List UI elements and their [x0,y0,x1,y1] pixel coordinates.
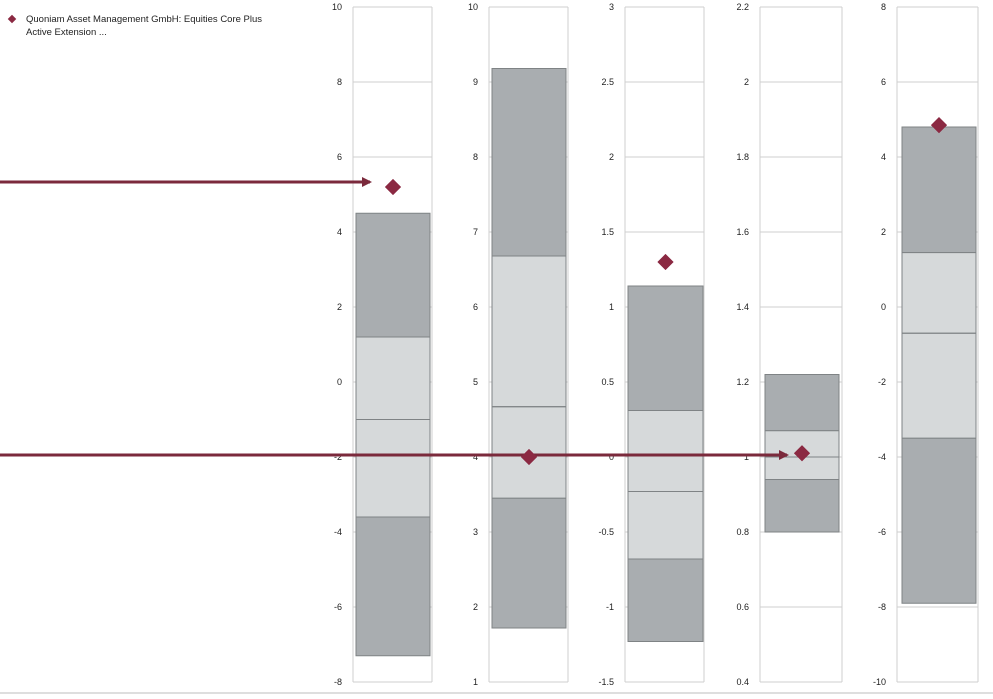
tick-label: 10 [332,2,342,12]
tick-label: 1.4 [736,302,749,312]
upper-quartile-band [355,212,431,338]
tick-label: 0.8 [736,527,749,537]
tick-label: 9 [473,77,478,87]
fund-marker-overlay [385,179,401,195]
tick-label: 0.5 [601,377,614,387]
tick-label: 1.8 [736,152,749,162]
tick-label: 0.6 [736,602,749,612]
fund-marker-overlay [657,254,674,270]
tick-label: 1 [609,302,614,312]
tick-label: 5 [473,377,478,387]
tick-label: 10 [468,2,478,12]
lower-quartile-band [627,558,704,642]
legend: Quoniam Asset Management GmbH: Equities … [7,13,308,39]
upper-quartile-band [627,285,704,411]
lower-quartile-band [901,437,977,604]
tick-label: -6 [334,602,342,612]
panel-4: 0.4 0.6 0.8 1 1.2 1.4 1.6 1.8 2 2.2 [736,2,843,687]
tick-label: 8 [881,2,886,12]
upper-mid-band [901,252,977,334]
lower-mid-band [901,332,977,439]
tick-label: 2 [744,77,749,87]
tick-label: 0 [881,302,886,312]
tick-label: -1 [606,602,614,612]
tick-label: -2 [878,377,886,387]
tick-label: 2 [473,602,478,612]
panel-2: 1 2 3 4 5 6 7 8 9 10 [468,2,569,687]
lower-mid-band [355,419,431,518]
panel-5: -10 -8 -6 -4 -2 0 2 4 6 8 [873,2,979,687]
fund-marker-overlay [521,449,537,465]
fund-marker-overlay [794,445,810,462]
legend-label: Quoniam Asset Management GmbH: Equities … [26,14,263,38]
upper-mid-band [491,255,567,408]
tick-label: 3 [609,2,614,12]
tick-label: -2 [334,452,342,462]
lower-quartile-band [355,516,431,657]
tick-label: -1.5 [598,677,614,687]
upper-mid-band [627,410,704,492]
panel-3: -1.5 -1 -0.5 0 0.5 1 1.5 2 2.5 3 [598,2,705,687]
tick-label: -4 [878,452,886,462]
tick-label: 8 [337,77,342,87]
tick-label: 4 [473,452,478,462]
tick-label: -0.5 [598,527,614,537]
tick-label: -8 [878,602,886,612]
tick-label: -8 [334,677,342,687]
lower-mid-band [627,491,704,560]
tick-label: 2 [609,152,614,162]
tick-label: 2 [881,227,886,237]
upper-quartile-band [901,126,977,254]
tick-label: -4 [334,527,342,537]
tick-label: 0 [337,377,342,387]
tick-label: 6 [881,77,886,87]
tick-label: -10 [873,677,886,687]
tick-label: 0 [609,452,614,462]
tick-label: 1.2 [736,377,749,387]
lower-quartile-band [491,497,567,629]
upper-quartile-band [491,68,567,257]
tick-label: 2.5 [601,77,614,87]
tick-label: 1 [473,677,478,687]
panel-1: -8 -6 -4 -2 0 2 4 6 8 10 [332,2,433,687]
tick-label: 1.5 [601,227,614,237]
tick-label: 1 [744,452,749,462]
upper-mid-band [355,336,431,420]
tick-label: 2.2 [736,2,749,12]
upper-quartile-band [764,374,840,432]
tick-label: 2 [337,302,342,312]
lower-quartile-band [764,479,840,533]
tick-label: 0.4 [736,677,749,687]
tick-label: -6 [878,527,886,537]
fund-marker-overlay [931,117,947,134]
tick-label: 7 [473,227,478,237]
tick-label: 6 [337,152,342,162]
tick-label: 4 [337,227,342,237]
tick-label: 3 [473,527,478,537]
tick-label: 6 [473,302,478,312]
tick-label: 8 [473,152,478,162]
tick-label: 4 [881,152,886,162]
tick-label: 1.6 [736,227,749,237]
